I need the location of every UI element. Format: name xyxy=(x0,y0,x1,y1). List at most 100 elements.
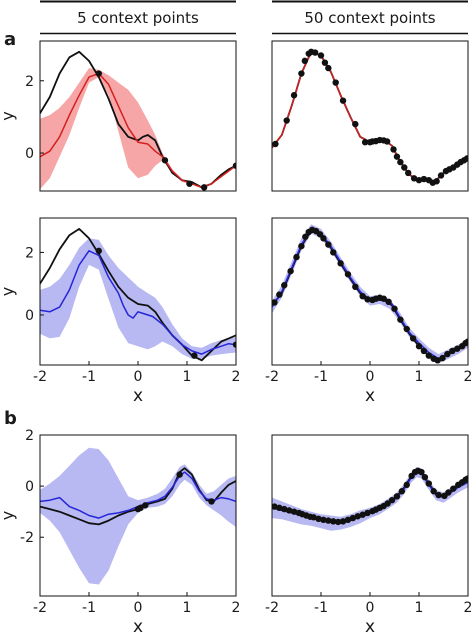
context-point-24 xyxy=(401,164,408,171)
context-point-15 xyxy=(339,518,347,525)
y-tick-label: 0 xyxy=(25,146,34,162)
context-point-7 xyxy=(311,49,319,56)
y-tick-label: 0 xyxy=(25,308,34,324)
context-point-4 xyxy=(232,162,236,169)
context-point-39 xyxy=(464,338,468,345)
context-point-23 xyxy=(385,298,392,306)
subplot-a-r0-c0: 2 0 y xyxy=(0,40,237,192)
uncertainty-band xyxy=(272,224,468,364)
context-point-13 xyxy=(352,120,359,128)
panel-label-a: a xyxy=(4,29,16,50)
context-point-24 xyxy=(391,305,398,312)
context-point-20 xyxy=(383,138,391,145)
plot-area xyxy=(40,447,236,585)
context-point-8 xyxy=(317,52,325,59)
ground-truth-line xyxy=(40,227,236,362)
context-point-3 xyxy=(176,471,183,478)
y-tick-label: 2 xyxy=(25,74,34,90)
context-point-22 xyxy=(393,153,401,160)
x-tick-label: -2 xyxy=(33,600,47,616)
panel-label-b: b xyxy=(4,408,17,429)
context-point-3 xyxy=(285,507,293,514)
context-point-33 xyxy=(439,354,446,362)
context-point-11 xyxy=(320,235,327,242)
context-point-0 xyxy=(272,140,279,148)
context-point-27 xyxy=(415,176,423,184)
context-point-3 xyxy=(287,267,294,275)
plot-frame xyxy=(39,40,237,192)
context-point-26 xyxy=(388,496,396,504)
context-point-10 xyxy=(315,515,322,523)
subplot-a-r0-c1 xyxy=(271,40,469,192)
context-point-16 xyxy=(352,283,359,291)
context-point-1 xyxy=(137,504,144,512)
x-tick-label: -2 xyxy=(265,600,279,616)
context-point-12 xyxy=(325,241,332,248)
context-point-25 xyxy=(384,500,391,507)
context-point-11 xyxy=(320,516,327,524)
context-point-39 xyxy=(445,489,452,496)
context-point-14 xyxy=(361,139,369,146)
context-point-29 xyxy=(420,347,428,355)
context-point-12 xyxy=(339,97,347,104)
subplot-grid: 2 0 y 2 0 -2 -1 0 1 2 y x -2 -1 0 1 2 x 2 0 -2 -2 -1 0 1 2 y x -2 -1 0… xyxy=(0,40,473,635)
context-point-18 xyxy=(364,296,371,303)
x-tick-label: 1 xyxy=(415,600,424,616)
context-point-18 xyxy=(354,513,361,520)
context-point-35 xyxy=(425,480,432,487)
context-point-16 xyxy=(344,516,352,524)
x-tick-label: 2 xyxy=(232,600,241,616)
context-point-4 xyxy=(293,253,300,261)
x-tick-label: 2 xyxy=(232,369,241,385)
context-point-25 xyxy=(405,169,412,177)
context-point-1 xyxy=(283,117,290,124)
context-point-44 xyxy=(464,475,468,482)
y-tick-label: 0 xyxy=(25,479,34,495)
x-axis-label: x xyxy=(365,617,375,635)
y-tick-label: 2 xyxy=(25,245,34,261)
uncertainty-band xyxy=(40,447,236,585)
x-tick-label: 1 xyxy=(183,600,192,616)
x-tick-label: 0 xyxy=(366,600,375,616)
context-point-0 xyxy=(272,299,278,306)
x-tick-label: 0 xyxy=(134,369,143,385)
context-point-27 xyxy=(393,493,401,500)
context-point-2 xyxy=(290,92,298,99)
context-point-2 xyxy=(281,282,288,289)
subplot-b-r2-c0: 2 0 -2 -2 -1 0 1 2 y x xyxy=(0,428,240,635)
context-point-36 xyxy=(430,488,437,495)
x-tick-label: -1 xyxy=(314,369,328,385)
y-axis-label: y xyxy=(0,511,17,520)
context-point-9 xyxy=(321,59,329,66)
uncertainty-band xyxy=(40,68,236,190)
x-tick-label: -1 xyxy=(82,369,96,385)
context-point-28 xyxy=(398,488,406,495)
column-header-right: 50 context points xyxy=(304,9,435,27)
context-point-29 xyxy=(403,481,410,489)
context-point-30 xyxy=(425,352,432,359)
context-point-33 xyxy=(418,468,425,476)
context-point-27 xyxy=(409,335,417,342)
plot-area xyxy=(40,227,236,362)
x-tick-label: 2 xyxy=(464,600,473,616)
context-point-5 xyxy=(298,242,305,250)
x-tick-label: -2 xyxy=(33,369,47,385)
context-point-17 xyxy=(349,514,357,522)
predicted-mean-line xyxy=(40,250,236,355)
x-tick-label: 0 xyxy=(134,600,143,616)
x-tick-label: -2 xyxy=(265,369,279,385)
subplot-b-r2-c1: -2 -1 0 1 2 x xyxy=(265,434,473,635)
context-point-10 xyxy=(325,64,332,72)
x-axis-label: x xyxy=(133,617,143,635)
context-point-2 xyxy=(186,180,193,187)
context-point-13 xyxy=(330,249,337,256)
context-point-4 xyxy=(301,57,309,65)
x-axis-label: x xyxy=(365,386,375,406)
context-point-15 xyxy=(344,271,352,278)
y-tick-label: 2 xyxy=(25,428,34,444)
context-point-39 xyxy=(463,155,468,162)
ground-truth-line xyxy=(40,467,236,526)
context-point-2 xyxy=(232,341,236,348)
context-point-26 xyxy=(410,175,418,182)
